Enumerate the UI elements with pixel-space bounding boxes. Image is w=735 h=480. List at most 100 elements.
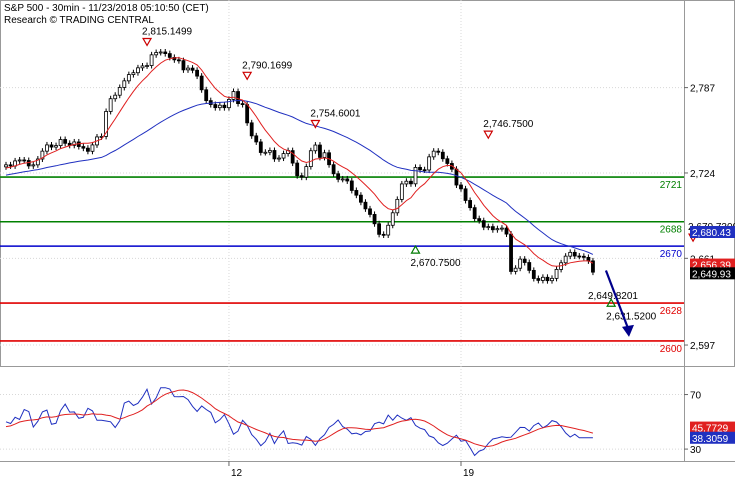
candle-body xyxy=(258,141,263,153)
rsi-tick-label: 70 xyxy=(690,391,702,402)
candle-body xyxy=(186,67,190,71)
candle-body xyxy=(163,51,168,55)
candle-body xyxy=(290,150,295,164)
candle-body xyxy=(395,198,400,214)
candle-body xyxy=(577,255,582,258)
candle-body xyxy=(318,144,322,158)
rsi-gridlines xyxy=(0,394,684,450)
candle-body xyxy=(531,269,536,279)
candle-body xyxy=(8,164,13,167)
candle-body xyxy=(372,214,377,225)
candle-body xyxy=(81,146,86,149)
rsi-value-tag xyxy=(690,421,735,434)
level-label: 2688 xyxy=(660,225,683,236)
chart-source: Research © TRADING CENTRAL xyxy=(4,15,154,26)
candle-body xyxy=(308,150,313,167)
candle-body xyxy=(122,80,127,88)
candle-body xyxy=(117,87,122,96)
candle-body xyxy=(195,69,200,77)
candle-body xyxy=(281,153,286,159)
last-close-label: 2,649.8201 xyxy=(588,291,638,302)
price-tick-label: 2,724 xyxy=(690,169,715,180)
peak-label: 2,790.1699 xyxy=(242,60,292,71)
ma-fast-line xyxy=(5,57,594,267)
trough-label: 2,670.7500 xyxy=(411,258,461,269)
candle-body xyxy=(58,139,63,146)
candle-body xyxy=(295,162,300,177)
peak-trough-annotations: 2,815.1499 2,790.1699 2,754.6001 2,746.7500… xyxy=(142,26,735,337)
candle-body xyxy=(331,164,336,175)
candle-body xyxy=(500,227,504,230)
candle-body xyxy=(245,104,250,124)
time-axis: 12 19 xyxy=(228,461,475,479)
candle-body xyxy=(113,94,118,100)
candle-body xyxy=(527,262,532,271)
rsi-tick-label: 30 xyxy=(690,445,702,456)
level-label: 2721 xyxy=(660,180,683,191)
candle-body xyxy=(26,160,31,167)
candle-body xyxy=(254,135,259,143)
time-tick-label: 19 xyxy=(463,468,475,479)
candle-body xyxy=(431,150,436,158)
candle-body xyxy=(513,267,518,272)
candle-body xyxy=(518,258,523,269)
candle-body xyxy=(490,226,495,231)
rsi-ma-line xyxy=(5,389,594,447)
candle-body xyxy=(35,158,40,166)
candle-body xyxy=(126,74,131,82)
candle-body xyxy=(231,91,236,100)
forecast-arrow-shaft xyxy=(604,270,631,332)
candle-body xyxy=(227,99,231,109)
candle-body xyxy=(131,72,136,76)
candle-body xyxy=(509,233,513,272)
candle-body xyxy=(304,166,309,178)
level-label: 2670 xyxy=(660,249,683,260)
candle-body xyxy=(181,60,186,71)
level-label: 2600 xyxy=(660,344,683,355)
candle-body xyxy=(340,178,345,181)
rsi-panel: 70 30 xyxy=(5,387,702,457)
candle-body xyxy=(427,156,432,171)
candle-body xyxy=(272,150,277,160)
candle-body xyxy=(54,145,58,148)
candle-body xyxy=(581,255,586,258)
peak-marker xyxy=(483,130,494,140)
candle-body xyxy=(554,269,559,279)
candle-body xyxy=(176,59,181,62)
candle-body xyxy=(463,188,468,201)
price-gridlines xyxy=(0,0,684,461)
candle-body xyxy=(386,224,391,236)
candle-body xyxy=(572,251,577,257)
candle-body xyxy=(399,183,404,200)
candle-body xyxy=(31,164,36,167)
price-value-tag-label: 2,656.39 xyxy=(692,261,731,272)
candlestick-series xyxy=(4,49,595,284)
peak-label: 2,815.1499 xyxy=(142,26,192,37)
candle-body xyxy=(472,207,477,220)
candle-body xyxy=(563,255,568,264)
candle-body xyxy=(404,180,409,185)
candle-body xyxy=(63,139,68,144)
candle-body xyxy=(481,220,486,228)
candle-body xyxy=(422,169,427,172)
candle-body xyxy=(354,190,359,196)
price-tick-label: 2,787 xyxy=(690,84,715,95)
candle-body xyxy=(390,212,395,226)
trough-marker xyxy=(606,298,617,307)
candle-body xyxy=(550,277,554,282)
candle-body xyxy=(418,167,422,171)
candle-body xyxy=(586,256,591,262)
candle-body xyxy=(154,52,159,56)
forecast-arrow-head xyxy=(622,324,634,337)
candle-body xyxy=(545,276,550,282)
candle-body xyxy=(591,260,595,273)
candle-body xyxy=(45,144,49,152)
candle-body xyxy=(381,233,386,236)
candle-body xyxy=(240,103,245,105)
candle-body xyxy=(377,223,382,235)
candle-body xyxy=(495,228,500,231)
candle-body xyxy=(40,150,45,160)
candle-body xyxy=(363,201,368,210)
